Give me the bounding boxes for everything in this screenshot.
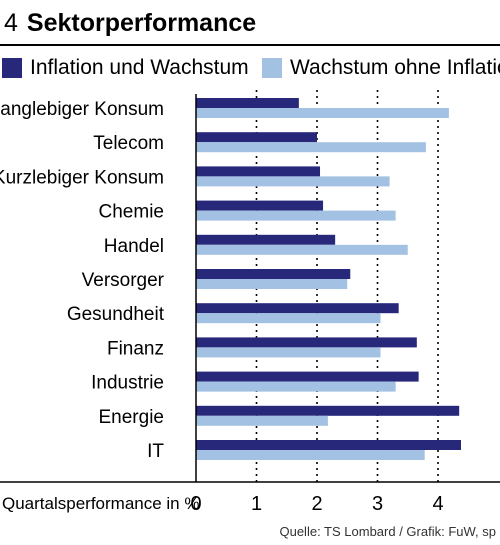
legend-item-series-2: Wachstum ohne Inflation [262, 54, 500, 82]
bar [196, 176, 390, 187]
bar [196, 98, 299, 108]
bar-chart: Langlebiger Konsum Telecom Kurzlebiger Kon… [0, 90, 500, 515]
category-label: Versorger [82, 270, 165, 291]
chart-title: 4 Sektorperformance [4, 6, 256, 40]
x-axis-label: Quartalsperformance in % [2, 494, 199, 513]
legend-label-series-2: Wachstum ohne Inflation [290, 56, 500, 79]
x-tick-label: 1 [251, 493, 262, 515]
category-label: Energie [99, 407, 165, 428]
bar [196, 450, 425, 460]
title-rule [0, 44, 500, 46]
bar [196, 381, 396, 392]
legend-swatch-series-1 [2, 58, 22, 78]
bar [196, 440, 461, 450]
category-label: Kurzlebiger Konsum [0, 167, 164, 188]
bar [196, 210, 396, 221]
category-label: Langlebiger Konsum [0, 99, 164, 120]
bar [196, 313, 381, 324]
legend-item-series-1: Inflation und Wachstum [2, 54, 249, 82]
legend-label-series-1: Inflation und Wachstum [30, 56, 249, 79]
bar [196, 279, 348, 289]
bar [196, 371, 419, 382]
bar [196, 200, 324, 211]
category-label: Chemie [99, 202, 164, 223]
chart-number: 4 [4, 9, 18, 37]
x-tick-label: 3 [372, 493, 383, 515]
bar [196, 166, 321, 177]
bar [196, 303, 399, 314]
bar [196, 269, 351, 279]
x-tick-label: 2 [311, 493, 322, 515]
bar [196, 142, 426, 153]
x-tick-label: 4 [432, 493, 443, 515]
chart-title-text: Sektorperformance [26, 9, 257, 37]
category-label: Handel [104, 236, 164, 257]
bar [196, 337, 417, 348]
bar [196, 108, 449, 118]
source-note: Quelle: TS Lombard / Grafik: FuW, sp [279, 524, 496, 539]
category-label: IT [147, 441, 164, 462]
legend-swatch-series-2 [262, 58, 282, 78]
bar [196, 234, 336, 245]
bar [196, 415, 328, 426]
category-label: Finanz [107, 338, 164, 359]
category-label: Telecom [93, 133, 164, 154]
category-label: Gesundheit [67, 304, 165, 325]
x-tick-label: 0 [190, 493, 201, 515]
bar [196, 132, 317, 143]
category-label: Industrie [91, 373, 164, 394]
bar [196, 405, 460, 416]
bar [196, 347, 381, 358]
bar [196, 244, 408, 255]
